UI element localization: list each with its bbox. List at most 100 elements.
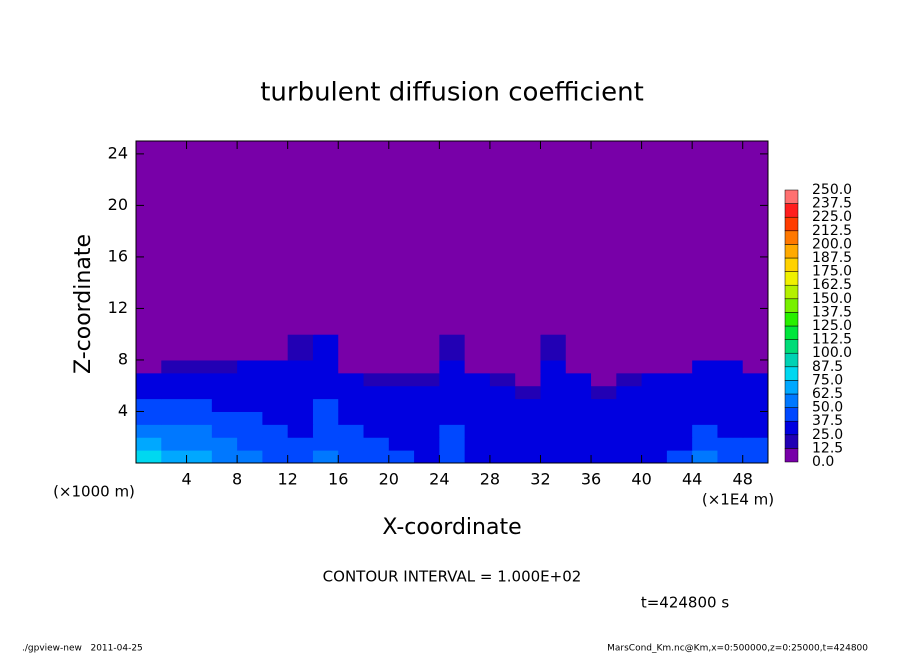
heat-cell <box>565 385 592 400</box>
heat-cell <box>262 424 289 438</box>
colorbar-cell <box>784 325 799 340</box>
heat-cell <box>338 359 365 374</box>
heat-cell <box>287 334 314 361</box>
heat-cell <box>363 450 390 464</box>
heat-cell <box>211 398 238 412</box>
heat-cell <box>186 398 213 412</box>
heat-cell <box>136 437 162 451</box>
heat-cell <box>540 424 567 438</box>
heat-cell <box>262 450 289 464</box>
heat-cell <box>591 372 617 387</box>
heat-cell <box>565 437 592 451</box>
heat-cell <box>237 450 263 464</box>
heat-cell <box>515 450 541 464</box>
heat-cell <box>262 359 289 374</box>
heat-cell <box>464 437 491 451</box>
heat-cell <box>287 398 314 412</box>
heat-cell <box>641 398 668 412</box>
heat-cell <box>464 372 491 387</box>
heat-cell <box>692 334 718 361</box>
heat-cell <box>717 334 744 361</box>
heat-cell <box>565 141 592 335</box>
heat-cell <box>591 141 617 335</box>
heat-cell <box>439 424 466 438</box>
heat-cell <box>338 411 365 425</box>
heat-cell <box>338 372 365 387</box>
heat-cell <box>363 411 390 425</box>
heat-cell <box>363 359 390 374</box>
heat-cell <box>616 141 643 335</box>
x-tick-label: 12 <box>278 470 298 489</box>
heat-cell <box>363 385 390 400</box>
heat-cell <box>338 437 365 451</box>
heat-cell <box>666 334 693 361</box>
heat-cell <box>692 141 718 335</box>
heat-cell <box>540 398 567 412</box>
heat-cell <box>186 424 213 438</box>
heat-cell <box>237 359 263 374</box>
heat-cell <box>287 437 314 451</box>
heat-cell <box>515 141 541 335</box>
colorbar-cell <box>784 352 799 368</box>
heat-cell <box>641 385 668 400</box>
y-tick-label: 4 <box>118 401 128 420</box>
heat-cell <box>237 411 263 425</box>
heat-cell <box>439 334 466 361</box>
heat-cell <box>464 334 491 361</box>
heat-cell <box>666 450 693 464</box>
heat-cell <box>211 372 238 387</box>
colorbar-cell <box>784 216 799 232</box>
heat-cell <box>666 398 693 412</box>
footer-right: MarsCond_Km.nc@Km,x=0:500000,z=0:25000,t… <box>607 644 868 654</box>
heat-cell <box>591 424 617 438</box>
heat-cell <box>616 450 643 464</box>
heat-cell <box>161 385 188 400</box>
heat-cell <box>388 437 415 451</box>
heat-cell <box>287 372 314 387</box>
heat-cell <box>591 359 617 374</box>
heat-cell <box>641 141 668 335</box>
y-axis-label: Z-coordinate <box>71 234 96 374</box>
heat-cell <box>312 424 339 438</box>
heat-cell <box>262 372 289 387</box>
heat-cell <box>262 141 289 335</box>
heat-cell <box>262 334 289 361</box>
colorbar-label: 137.5 <box>812 304 852 320</box>
heat-cell <box>540 359 567 374</box>
heat-cell <box>692 411 718 425</box>
colorbar-cell <box>784 393 799 408</box>
colorbar-cell <box>784 298 799 313</box>
heat-cell <box>565 372 592 387</box>
heat-cell <box>692 424 718 438</box>
heat-cell <box>565 450 592 464</box>
heat-cell <box>414 141 440 335</box>
heat-cell <box>641 424 668 438</box>
colorbar-label: 212.5 <box>812 223 852 239</box>
heat-cell <box>161 424 188 438</box>
heat-cell <box>363 437 390 451</box>
colorbar-cell <box>784 203 799 218</box>
heat-cell <box>464 141 491 335</box>
heat-cell <box>414 334 440 361</box>
heat-cell <box>666 359 693 374</box>
subtitle: CONTOUR INTERVAL = 1.000E+02 <box>323 568 582 586</box>
heat-cell <box>414 359 440 374</box>
heat-cell <box>211 141 238 335</box>
y-tick-label: 16 <box>108 246 128 265</box>
heat-cell <box>161 334 188 361</box>
heat-cell <box>161 359 188 374</box>
heat-cell <box>388 424 415 438</box>
heat-cell <box>287 424 314 438</box>
heat-cell <box>666 437 693 451</box>
heat-cell <box>136 424 162 438</box>
heat-cell <box>591 450 617 464</box>
heat-cell <box>312 398 339 412</box>
heat-cell <box>211 359 238 374</box>
heat-cell <box>262 385 289 400</box>
heat-cell <box>414 424 440 438</box>
x-unit: (×1E4 m) <box>702 491 774 509</box>
heat-cell <box>161 437 188 451</box>
heat-cell <box>489 450 516 464</box>
heat-cell <box>489 424 516 438</box>
heat-cell <box>641 359 668 374</box>
